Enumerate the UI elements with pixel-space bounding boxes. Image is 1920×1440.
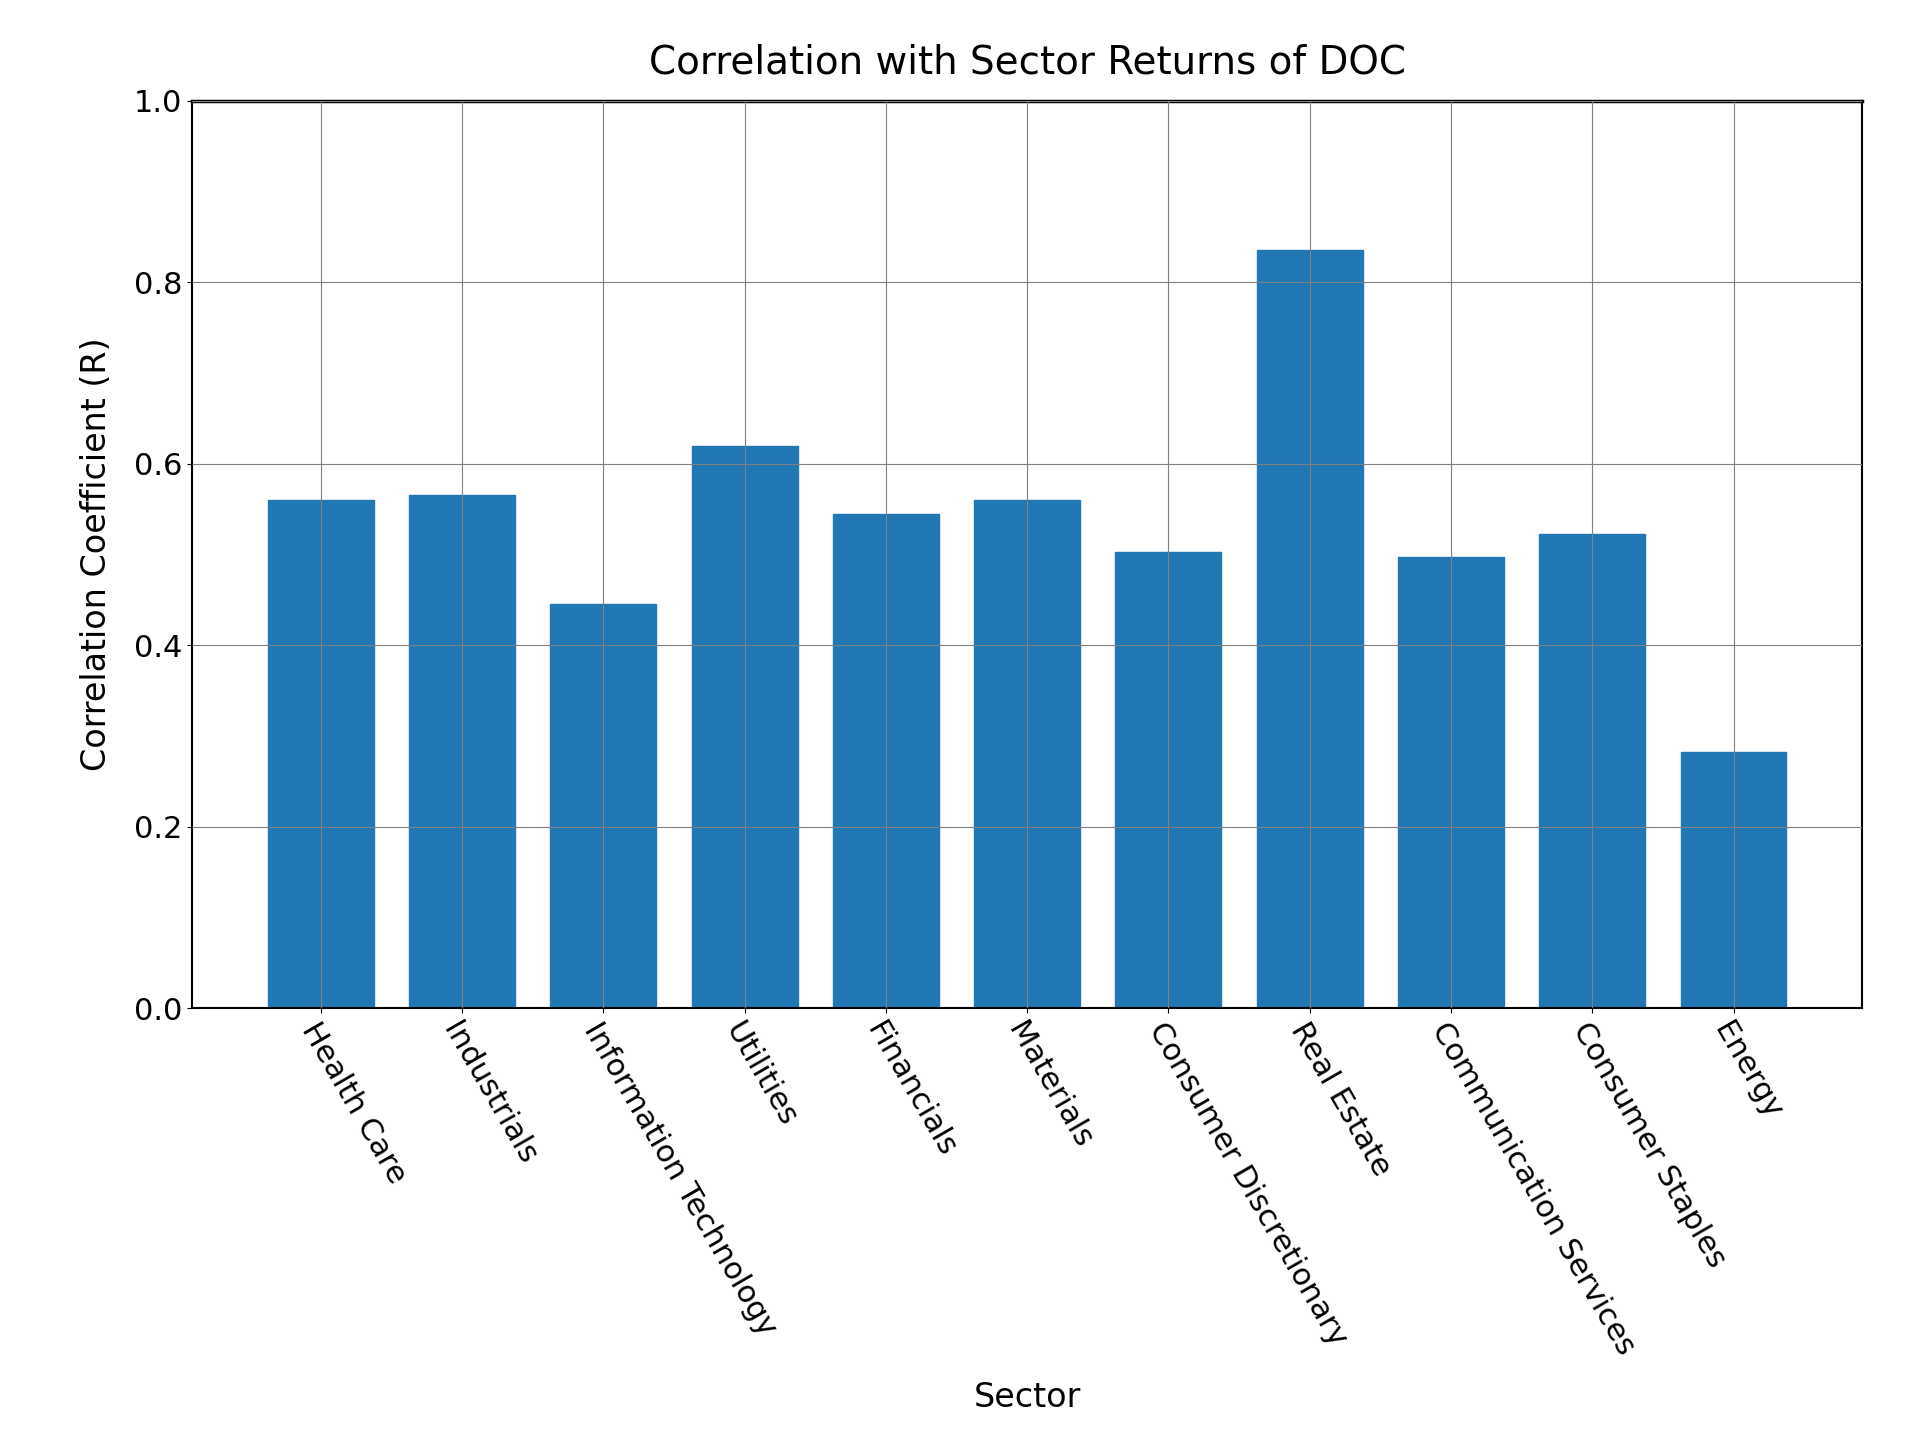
Bar — [409, 495, 515, 1008]
Bar — [1540, 534, 1645, 1008]
Bar — [1398, 557, 1503, 1008]
Bar — [1680, 752, 1786, 1008]
Bar — [973, 500, 1081, 1008]
Bar — [551, 605, 657, 1008]
Bar — [269, 500, 374, 1008]
Bar — [691, 445, 797, 1008]
Y-axis label: Correlation Coefficient (R): Correlation Coefficient (R) — [81, 337, 113, 772]
Title: Correlation with Sector Returns of DOC: Correlation with Sector Returns of DOC — [649, 43, 1405, 81]
Bar — [833, 514, 939, 1008]
Bar — [1258, 251, 1363, 1008]
X-axis label: Sector: Sector — [973, 1381, 1081, 1414]
Bar — [1116, 552, 1221, 1008]
